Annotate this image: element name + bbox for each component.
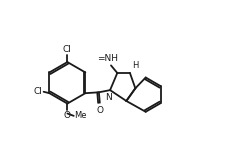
Text: N: N — [105, 93, 112, 102]
Text: Cl: Cl — [34, 87, 43, 96]
Text: Cl: Cl — [63, 45, 72, 54]
Text: O: O — [64, 111, 71, 120]
Text: Me: Me — [75, 111, 87, 120]
Text: H: H — [132, 61, 138, 70]
Text: O: O — [96, 106, 103, 115]
Text: =NH: =NH — [97, 54, 118, 63]
